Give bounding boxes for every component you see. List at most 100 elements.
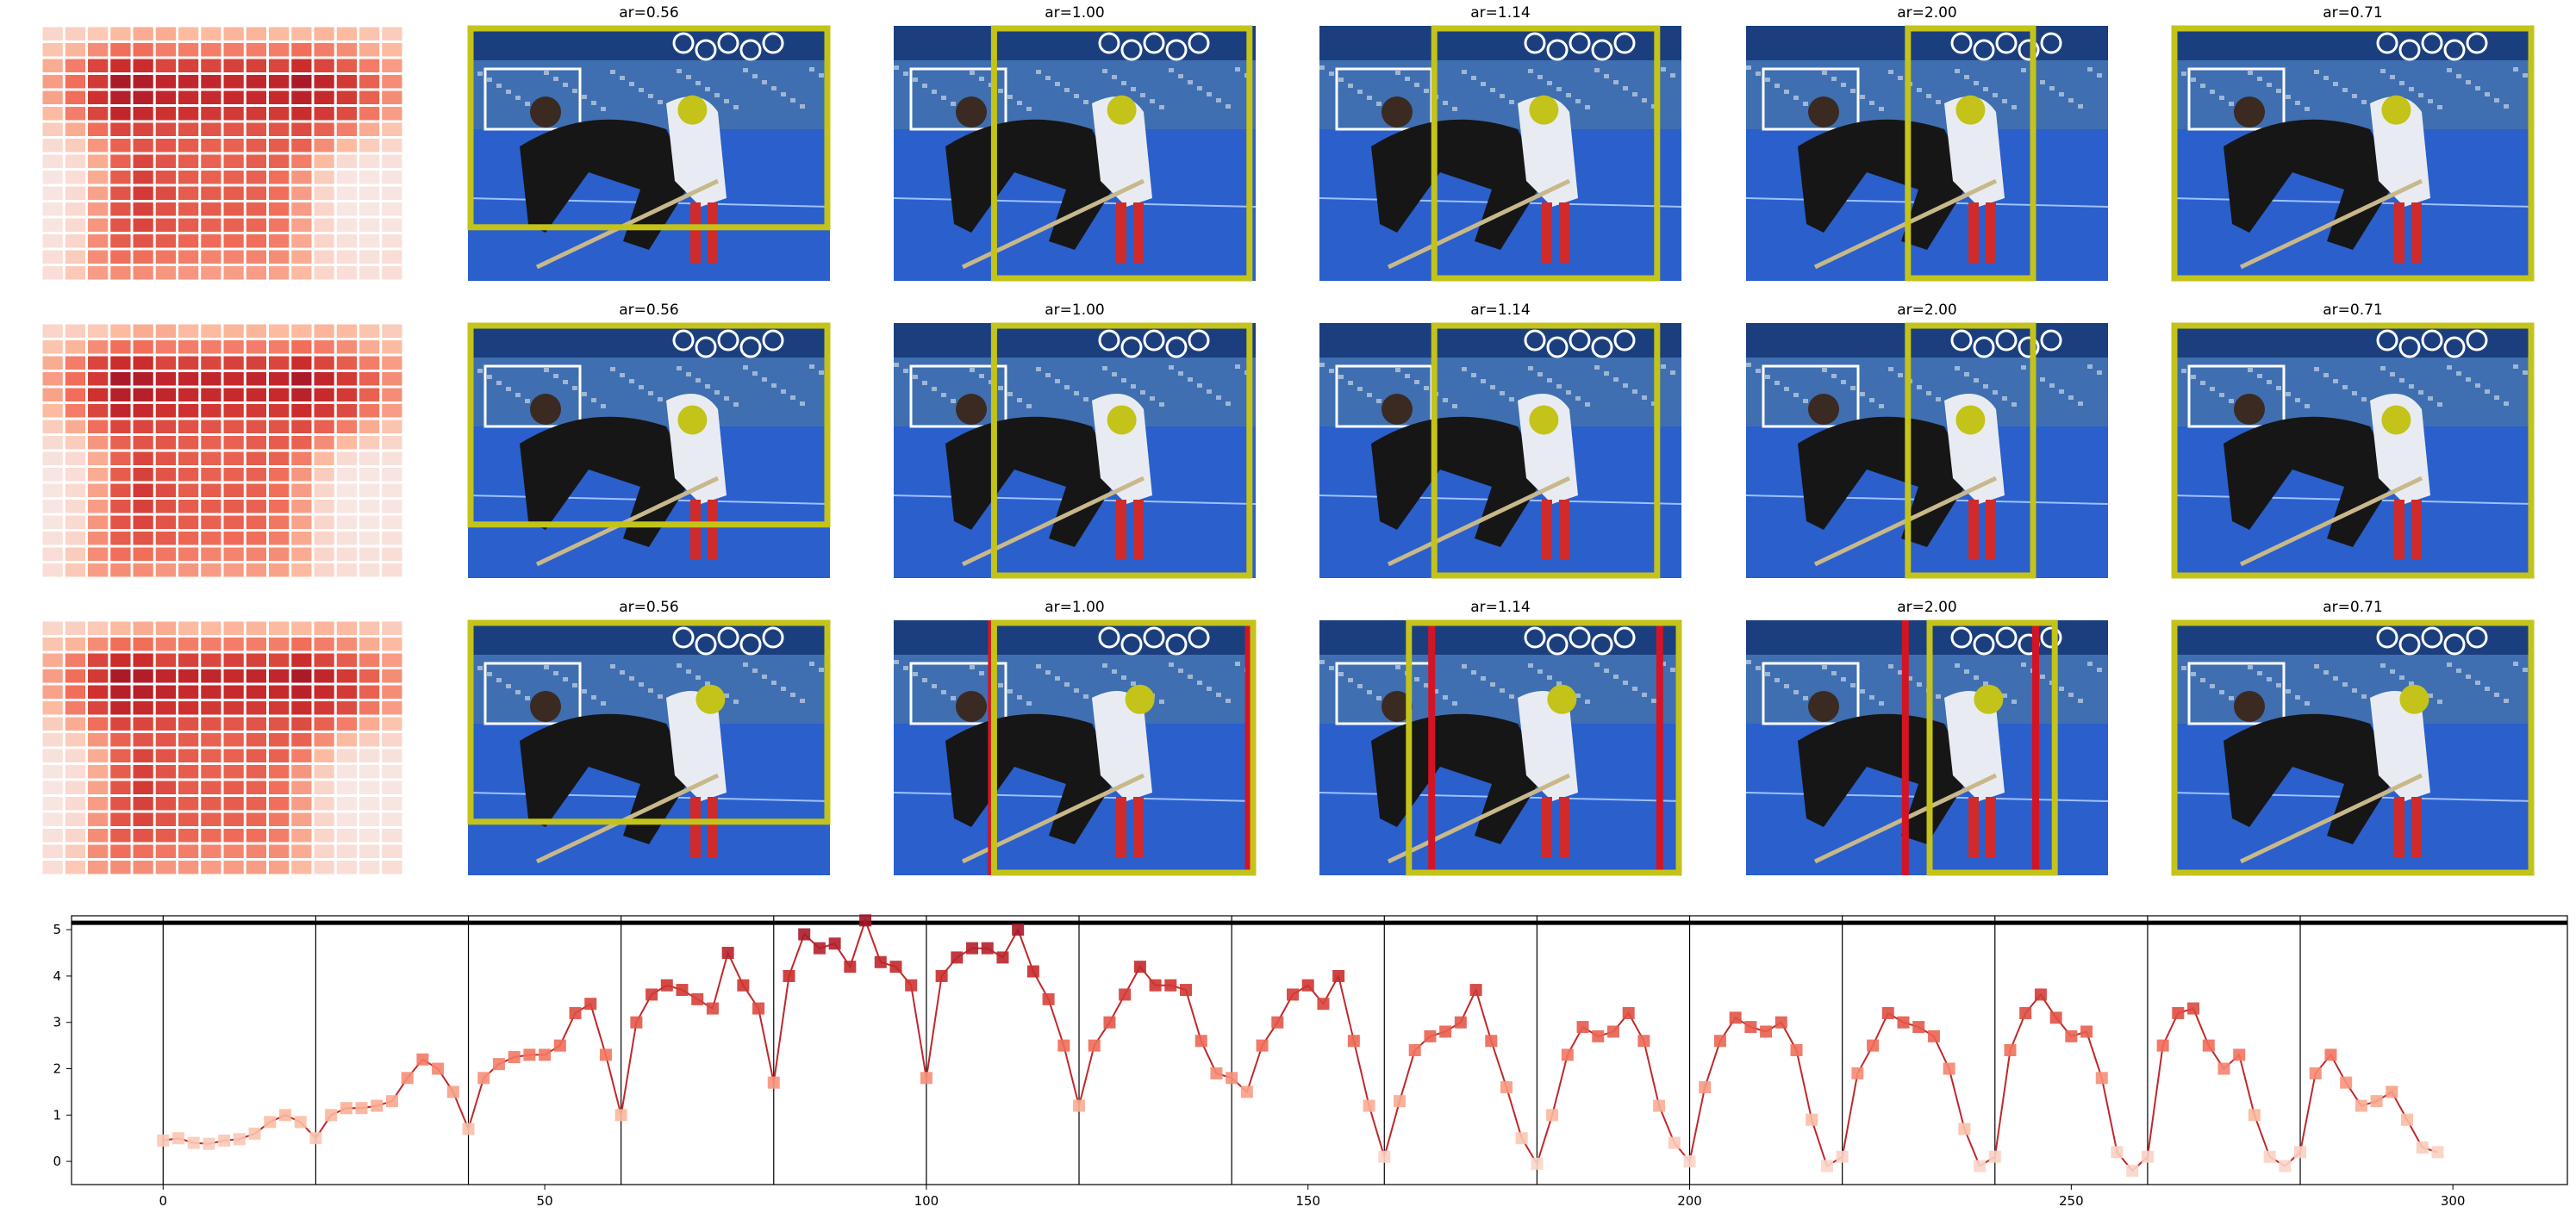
crowd-speck <box>1036 367 1041 371</box>
crop-box <box>467 25 831 231</box>
heatmap-cell <box>359 532 380 545</box>
heatmap-cell <box>155 186 176 200</box>
player-light <box>666 691 727 801</box>
crowd-speck <box>2342 682 2348 687</box>
heatmap-cell <box>42 669 63 683</box>
heatmap-cell <box>223 266 244 280</box>
heatmap-cell <box>246 483 266 497</box>
heatmap-cell <box>110 324 131 338</box>
player-light <box>1518 96 1578 207</box>
ring <box>1995 626 2018 649</box>
player-light <box>2370 691 2430 801</box>
heatmap-cell <box>110 372 131 386</box>
crowd-speck <box>591 398 596 402</box>
crowd-speck <box>1547 675 1552 680</box>
crowd-speck <box>2352 688 2357 693</box>
heatmap-cell <box>336 90 357 104</box>
heatmap-cell <box>246 765 266 779</box>
heatmap-cell <box>223 122 244 136</box>
heatmap-cell <box>269 43 290 57</box>
crowd-speck <box>2466 675 2471 679</box>
panel-title: ar=1.14 <box>1470 4 1531 22</box>
crowd-speck <box>1841 83 1846 87</box>
heatmap-cell <box>42 765 63 779</box>
heatmap-cell <box>65 59 85 72</box>
data-point <box>1226 1072 1238 1085</box>
heatmap-cell <box>65 75 85 89</box>
crowd-speck <box>1216 693 1221 697</box>
crowd-speck <box>1661 67 1666 72</box>
ring <box>1546 336 1569 358</box>
crowd-speck <box>1226 401 1231 406</box>
photo-panel <box>1746 619 2108 876</box>
crowd-speck <box>2210 387 2215 391</box>
heatmap-cell <box>314 717 334 731</box>
heatmap-cell <box>178 171 199 184</box>
data-point <box>1180 984 1193 997</box>
crowd-speck <box>1083 100 1088 104</box>
crowd-speck <box>2523 73 2528 78</box>
ring <box>2443 633 2466 656</box>
crowd-speck <box>705 384 710 389</box>
heatmap-cell <box>65 717 85 731</box>
ring <box>762 32 784 54</box>
data-point <box>569 1006 582 1019</box>
crowd-speck <box>998 386 1003 390</box>
crowd-speck <box>496 84 502 88</box>
heatmap-cell <box>110 515 131 529</box>
photo-panel <box>1746 322 2108 579</box>
hockey-stick <box>535 773 720 864</box>
data-point <box>2233 1048 2246 1061</box>
data-point <box>844 961 857 974</box>
heatmap-cell <box>336 388 357 401</box>
crowd-speck <box>922 381 927 385</box>
heatmap-cell <box>88 844 109 858</box>
heatmap-cell <box>223 468 244 482</box>
crowd-speck <box>1983 681 1988 686</box>
crowd-speck <box>1556 87 1562 91</box>
crowd-speck <box>1055 82 1060 86</box>
data-point <box>401 1072 414 1085</box>
goal <box>1762 67 1860 131</box>
heatmap-cell <box>291 861 312 874</box>
heatmap-cell <box>65 436 85 450</box>
heatmap-cell <box>42 515 63 529</box>
crowd-speck <box>1471 76 1476 80</box>
crop-box <box>1905 25 2036 282</box>
crowd-speck <box>629 676 634 681</box>
photo <box>1319 26 1681 281</box>
crowd-speck <box>903 72 908 76</box>
crowd-speck <box>1983 384 1988 389</box>
y-tick-label: 3 <box>53 1015 61 1030</box>
y-tick-label: 1 <box>53 1107 61 1123</box>
heatmap-cell <box>178 653 199 667</box>
heatmap-cell <box>291 356 312 370</box>
heatmap-cell <box>201 844 221 858</box>
crowd-speck <box>2352 391 2357 395</box>
crowd-speck <box>2428 99 2433 103</box>
crowd-speck <box>1007 689 1013 694</box>
heatmap-cell <box>110 356 131 370</box>
crowd-speck <box>1348 84 1353 88</box>
heatmap-cell <box>65 532 85 545</box>
heatmap-cell <box>65 500 85 513</box>
sock <box>1986 202 1996 263</box>
ring <box>2040 32 2062 54</box>
heatmap-cell <box>88 563 109 577</box>
heatmap-cell <box>291 154 312 168</box>
heatmap-cell <box>110 829 131 843</box>
sock <box>690 500 701 560</box>
data-point <box>1760 1025 1773 1038</box>
heatmap-cell <box>336 547 357 561</box>
crowd-speck <box>658 694 663 699</box>
crowd-speck <box>506 387 511 391</box>
crowd-speck <box>1547 81 1552 85</box>
heatmap-cell <box>246 90 266 104</box>
heatmap-cell <box>133 500 153 513</box>
heatmap-cell <box>382 436 402 450</box>
data-point <box>1500 1081 1513 1094</box>
heatmap-cell <box>42 749 63 762</box>
heatmap-cell <box>88 483 109 497</box>
heatmap-cell <box>110 765 131 779</box>
heatmap-cell <box>359 844 380 858</box>
